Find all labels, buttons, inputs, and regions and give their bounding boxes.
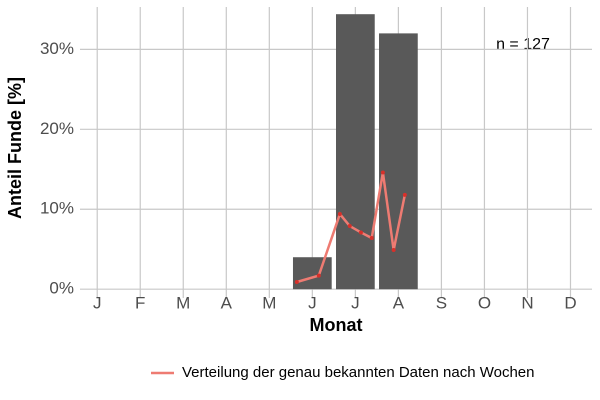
x-tick-label: A bbox=[221, 293, 233, 312]
bar bbox=[379, 33, 418, 290]
bar bbox=[336, 14, 375, 290]
x-tick-label: A bbox=[393, 293, 405, 312]
x-tick-label: O bbox=[478, 293, 491, 312]
point bbox=[294, 280, 299, 285]
point bbox=[402, 192, 407, 197]
point bbox=[369, 236, 374, 241]
y-axis-title: Anteil Funde [%] bbox=[5, 77, 25, 219]
y-tick-label: 30% bbox=[40, 39, 74, 58]
bar bbox=[292, 257, 332, 290]
point bbox=[380, 170, 385, 175]
x-axis-title: Monat bbox=[310, 315, 363, 335]
point bbox=[316, 273, 321, 278]
point bbox=[358, 230, 363, 235]
y-tick-label: 0% bbox=[49, 279, 74, 298]
y-tick-label: 10% bbox=[40, 199, 74, 218]
x-tick-label: S bbox=[436, 293, 447, 312]
x-tick-label: M bbox=[262, 293, 276, 312]
annotation: n = 127 bbox=[496, 36, 550, 53]
x-tick-label: N bbox=[521, 293, 533, 312]
y-tick-label: 20% bbox=[40, 119, 74, 138]
x-tick-label: F bbox=[135, 293, 145, 312]
x-tick-label: D bbox=[564, 293, 576, 312]
x-tick-label: J bbox=[308, 293, 317, 312]
point bbox=[347, 224, 352, 229]
legend-label: Verteilung der genau bekannten Daten nac… bbox=[182, 364, 535, 381]
x-tick-label: J bbox=[351, 293, 360, 312]
point bbox=[337, 212, 342, 217]
x-tick-label: J bbox=[93, 293, 102, 312]
x-tick-label: M bbox=[176, 293, 190, 312]
point bbox=[391, 248, 396, 253]
